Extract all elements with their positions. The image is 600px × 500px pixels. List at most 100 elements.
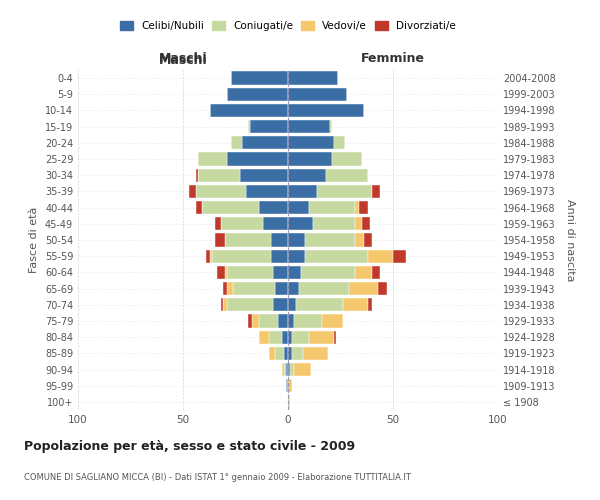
Bar bbox=[221, 217, 263, 230]
Bar bbox=[288, 104, 364, 117]
Bar bbox=[198, 152, 227, 166]
Bar bbox=[349, 282, 379, 295]
Bar bbox=[288, 298, 296, 312]
Bar bbox=[206, 250, 210, 263]
Bar bbox=[271, 250, 288, 263]
Bar bbox=[259, 330, 269, 344]
Bar bbox=[269, 346, 275, 360]
Bar bbox=[215, 217, 221, 230]
Bar bbox=[343, 298, 368, 312]
Bar bbox=[393, 250, 406, 263]
Bar bbox=[217, 266, 225, 279]
Bar bbox=[210, 250, 212, 263]
Bar bbox=[305, 250, 368, 263]
Bar bbox=[288, 396, 290, 408]
Bar bbox=[355, 201, 359, 214]
Bar bbox=[288, 136, 334, 149]
Bar bbox=[221, 298, 223, 312]
Bar bbox=[225, 234, 271, 246]
Text: Femmine: Femmine bbox=[361, 52, 425, 65]
Bar bbox=[334, 136, 344, 149]
Bar bbox=[355, 234, 364, 246]
Bar bbox=[240, 168, 288, 182]
Bar bbox=[277, 314, 288, 328]
Bar bbox=[227, 88, 288, 101]
Bar bbox=[361, 217, 370, 230]
Bar bbox=[288, 266, 301, 279]
Bar bbox=[274, 266, 288, 279]
Bar bbox=[227, 282, 233, 295]
Bar bbox=[225, 266, 227, 279]
Bar bbox=[330, 120, 332, 134]
Bar bbox=[284, 346, 288, 360]
Bar bbox=[202, 201, 259, 214]
Bar bbox=[227, 152, 288, 166]
Bar bbox=[198, 168, 240, 182]
Bar bbox=[368, 298, 372, 312]
Bar bbox=[313, 217, 355, 230]
Bar bbox=[303, 346, 328, 360]
Bar bbox=[233, 282, 275, 295]
Bar bbox=[282, 363, 284, 376]
Bar bbox=[288, 314, 295, 328]
Bar bbox=[288, 152, 332, 166]
Bar bbox=[274, 298, 288, 312]
Bar bbox=[295, 363, 311, 376]
Bar bbox=[288, 346, 292, 360]
Bar bbox=[196, 168, 198, 182]
Bar bbox=[227, 266, 274, 279]
Text: Popolazione per età, sesso e stato civile - 2009: Popolazione per età, sesso e stato civil… bbox=[24, 440, 355, 453]
Bar bbox=[372, 185, 380, 198]
Bar bbox=[189, 185, 196, 198]
Bar bbox=[282, 330, 288, 344]
Text: COMUNE DI SAGLIANO MICCA (BI) - Dati ISTAT 1° gennaio 2009 - Elaborazione TUTTIT: COMUNE DI SAGLIANO MICCA (BI) - Dati IST… bbox=[24, 473, 411, 482]
Bar bbox=[317, 185, 372, 198]
Bar bbox=[355, 266, 372, 279]
Bar bbox=[288, 88, 347, 101]
Bar bbox=[290, 363, 295, 376]
Bar bbox=[288, 201, 309, 214]
Bar bbox=[223, 298, 227, 312]
Bar bbox=[248, 120, 250, 134]
Bar bbox=[368, 250, 393, 263]
Y-axis label: Anni di nascita: Anni di nascita bbox=[565, 198, 575, 281]
Bar bbox=[259, 201, 288, 214]
Bar bbox=[288, 250, 305, 263]
Bar bbox=[232, 72, 288, 85]
Bar bbox=[299, 282, 349, 295]
Bar bbox=[379, 282, 387, 295]
Bar bbox=[332, 152, 361, 166]
Bar bbox=[322, 314, 343, 328]
Bar bbox=[288, 282, 299, 295]
Bar bbox=[263, 217, 288, 230]
Bar bbox=[288, 72, 338, 85]
Bar bbox=[364, 234, 372, 246]
Bar bbox=[292, 346, 303, 360]
Text: Maschi: Maschi bbox=[158, 52, 208, 65]
Bar bbox=[305, 234, 355, 246]
Bar bbox=[196, 185, 246, 198]
Bar bbox=[288, 363, 290, 376]
Bar bbox=[284, 363, 286, 376]
Bar bbox=[250, 120, 288, 134]
Bar bbox=[288, 217, 313, 230]
Bar bbox=[288, 185, 317, 198]
Bar bbox=[275, 282, 288, 295]
Bar bbox=[288, 330, 292, 344]
Bar bbox=[286, 363, 288, 376]
Bar bbox=[242, 136, 288, 149]
Bar bbox=[227, 298, 274, 312]
Bar bbox=[286, 379, 288, 392]
Bar bbox=[309, 330, 334, 344]
Bar bbox=[223, 282, 227, 295]
Bar bbox=[355, 217, 362, 230]
Bar bbox=[253, 314, 259, 328]
Text: Maschi: Maschi bbox=[158, 54, 208, 66]
Bar bbox=[326, 168, 368, 182]
Bar bbox=[196, 201, 202, 214]
Bar bbox=[248, 314, 252, 328]
Bar bbox=[288, 234, 305, 246]
Bar bbox=[269, 330, 282, 344]
Bar bbox=[295, 314, 322, 328]
Bar bbox=[212, 250, 271, 263]
